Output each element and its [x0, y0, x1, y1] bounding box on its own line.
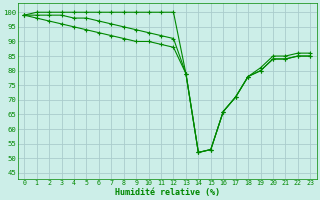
X-axis label: Humidité relative (%): Humidité relative (%) [115, 188, 220, 197]
